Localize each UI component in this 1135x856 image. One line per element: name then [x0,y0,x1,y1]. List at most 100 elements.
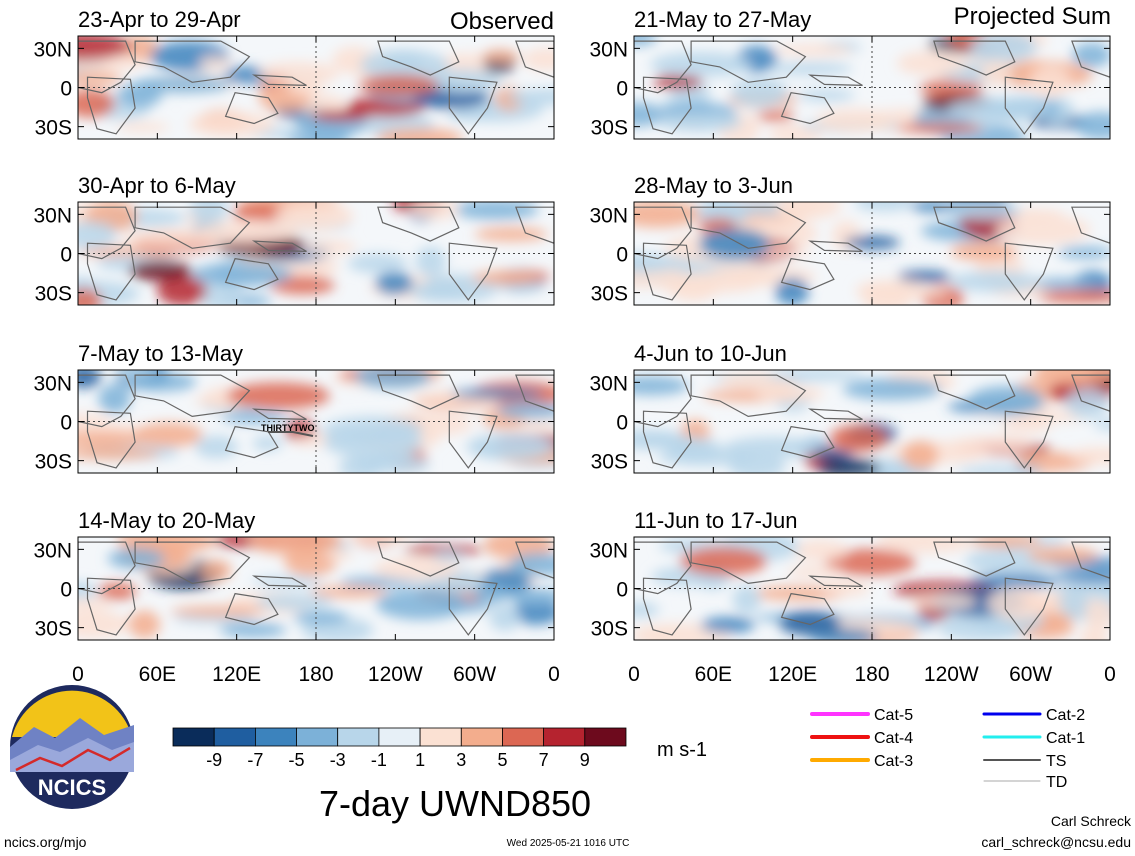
x-tick-label: 0 [1104,663,1116,686]
observed-label: Observed [450,8,554,35]
y-tick-label: 30S [591,618,628,641]
figure-title: 7-day UWND850 [319,783,591,824]
y-tick-label: 30N [589,204,628,227]
colorbar-swatch [213,727,256,747]
y-tick-label: 30N [33,539,72,562]
y-tick-label: 30N [589,539,628,562]
legend-item: Cat-5 [810,707,913,724]
legend-label: Cat-4 [874,730,913,747]
colorbar-tick-label: -9 [206,750,222,770]
panel-title: 4-Jun to 10-Jun [634,341,787,366]
legend-item: Cat-2 [982,707,1085,724]
x-axis-tick-labels: 0 60E 120E 180 120W 60W 0 0 60E 120E 180 120W 60W 0 [72,663,1116,686]
x-tick-label: 120E [768,663,817,686]
panel-title: 21-May to 27-May [634,7,811,32]
website-link[interactable]: ncics.org/mjo [4,834,87,850]
y-tick-label: 30S [591,283,628,306]
colorbar-swatch [584,727,627,747]
colorbar-tick-label: 5 [497,750,507,770]
x-tick-label: 60E [139,663,176,686]
y-tick-label: 30N [589,38,628,61]
panel-field [634,537,1110,640]
x-tick-label: 60W [453,663,496,686]
legend-item: Cat-4 [810,730,913,747]
y-tick-label: 30S [35,618,72,641]
colorbar-swatch [254,727,297,747]
legend-label: TS [1046,753,1066,770]
colorbar-tick-label: -5 [288,750,304,770]
units-label: m s-1 [657,739,707,761]
panel-field [78,36,554,139]
y-tick-label: 0 [60,579,72,602]
colorbar-swatch [460,727,503,747]
panel-field [78,370,554,473]
panel: 7-May to 13-May 30N 0 30S THIRTYTWO [33,341,555,474]
ncics-logo-text: NCICS [38,775,106,800]
y-tick-label: 30N [33,372,72,395]
colorbar-tick-label: 1 [415,750,425,770]
y-tick-label: 0 [616,78,628,101]
panel: 11-Jun to 17-Jun 30N 0 30S [589,508,1111,641]
y-tick-label: 30N [589,372,628,395]
panel-field [634,202,1110,305]
panel-title: 11-Jun to 17-Jun [634,508,797,533]
colorbar-tick-label: -3 [330,750,346,770]
panel-field [634,36,1110,139]
colorbar-swatch [419,727,462,747]
panel-field [634,370,1110,473]
x-tick-label: 0 [72,663,84,686]
x-tick-label: 120W [368,663,423,686]
y-tick-label: 0 [616,579,628,602]
x-tick-label: 60E [695,663,732,686]
projected-label: Projected Sum [954,3,1111,30]
x-tick-label: 180 [854,663,889,686]
y-tick-label: 30S [591,451,628,474]
credit-name: Carl Schreck [1051,813,1132,829]
y-tick-label: 0 [616,244,628,267]
legend-item: Cat-1 [982,730,1085,747]
panel-title: 14-May to 20-May [78,508,255,533]
y-tick-label: 0 [616,412,628,435]
colorbar-tick-label: 9 [580,750,590,770]
y-tick-label: 30S [35,451,72,474]
legend-item: TD [983,774,1067,791]
y-tick-label: 30S [35,117,72,140]
storm-annotation: THIRTYTWO [261,423,315,433]
colorbar: -9 -7 -5 -3 -1 1 3 5 7 9 [172,727,627,770]
x-tick-label: 60W [1009,663,1052,686]
legend-label: Cat-2 [1046,707,1085,724]
y-tick-label: 30S [591,117,628,140]
panel-title: 28-May to 3-Jun [634,173,793,198]
panel: 14-May to 20-May 30N 0 30S [33,508,555,641]
legend-label: Cat-5 [874,707,913,724]
credit-email: carl_schreck@ncsu.edu [981,834,1131,850]
colorbar-swatch [543,727,586,747]
timestamp: Wed 2025-05-21 1016 UTC [507,838,630,849]
colorbar-swatch [337,727,380,747]
y-tick-label: 30S [35,283,72,306]
x-tick-label: 180 [298,663,333,686]
legend-item: TS [983,753,1066,770]
y-tick-label: 30N [33,38,72,61]
panel-title: 7-May to 13-May [78,341,243,366]
x-tick-label: 120W [924,663,979,686]
panel: 4-Jun to 10-Jun 30N 0 30S [589,341,1111,474]
panel: 23-Apr to 29-Apr 30N 0 30S [33,7,555,140]
panel-title: 30-Apr to 6-May [78,173,236,198]
colorbar-swatch [296,727,339,747]
colorbar-tick-label: -7 [247,750,263,770]
colorbar-swatch [172,727,215,747]
panel-field [78,537,554,640]
colorbar-swatch [378,727,421,747]
panel-field [78,202,554,305]
y-tick-label: 30N [33,204,72,227]
x-tick-label: 0 [628,663,640,686]
legend-label: Cat-1 [1046,730,1085,747]
x-tick-label: 0 [548,663,560,686]
panel: 28-May to 3-Jun 30N 0 30S [589,173,1111,306]
panel: 30-Apr to 6-May 30N 0 30S [33,173,555,306]
colorbar-tick-label: 3 [456,750,466,770]
colorbar-tick-label: -1 [371,750,387,770]
